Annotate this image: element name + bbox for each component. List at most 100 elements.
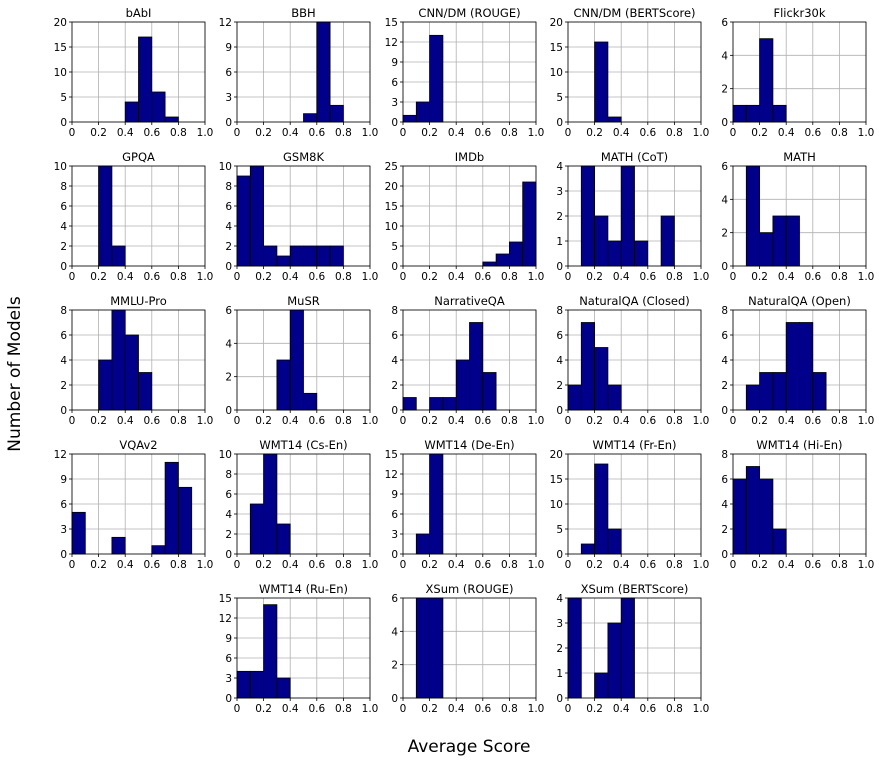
histogram-bar (316, 21, 331, 123)
histogram-bar (429, 597, 444, 699)
y-tick-label: 4 (556, 593, 563, 605)
histogram-bar (772, 104, 787, 123)
x-tick-label: 0.4 (448, 703, 465, 715)
histogram-bar (580, 322, 595, 411)
x-tick-label: 0.8 (501, 271, 518, 283)
histogram-bar (124, 101, 139, 123)
y-tick-label: 3 (225, 673, 232, 685)
x-tick-label: 0.2 (751, 559, 768, 571)
x-tick-label: 0.2 (90, 415, 107, 427)
histogram-bar (634, 240, 649, 267)
y-tick-label: 0 (391, 117, 398, 129)
x-tick-label: 0.4 (117, 415, 134, 427)
x-tick-label: 0.8 (335, 271, 352, 283)
y-tick-label: 3 (391, 529, 398, 541)
y-tick-label: 6 (225, 67, 232, 79)
histogram-bar (745, 165, 760, 267)
y-tick-label: 12 (54, 449, 67, 461)
histogram-bar (580, 165, 595, 267)
x-tick-label: 0.6 (474, 271, 491, 283)
x-tick-label: 0.2 (586, 703, 603, 715)
panel-title: WMT14 (Cs-En) (259, 438, 347, 452)
x-tick-label: 0.2 (751, 127, 768, 139)
histogram-panel: 0 0.2 0.4 0.6 0.8 1.0 0 3 6 9 12 15 WMT14 (De-En) (385, 438, 545, 571)
panel-title: XSum (BERTScore) (581, 582, 689, 596)
x-tick-label: 0.6 (804, 271, 821, 283)
histogram-bar (329, 245, 344, 267)
histogram-bar (151, 91, 166, 123)
y-tick-label: 2 (60, 380, 67, 392)
histogram-bar (812, 372, 827, 411)
x-tick-label: 0.4 (613, 127, 630, 139)
histogram-bar (607, 384, 622, 411)
panel-title: NarrativeQA (434, 294, 505, 308)
x-tick-label: 0.8 (831, 271, 848, 283)
x-tick-label: 0.2 (586, 271, 603, 283)
histogram-bar (580, 543, 595, 555)
histogram-bar (607, 528, 622, 555)
y-tick-label: 8 (391, 305, 398, 317)
y-tick-label: 10 (54, 67, 67, 79)
histogram-panel: 0 0.2 0.4 0.6 0.8 1.0 0 1 2 3 4 MATH (CoT) (556, 150, 709, 283)
x-tick-label: 0.2 (90, 271, 107, 283)
histogram-bar (772, 372, 787, 411)
y-tick-label: 2 (721, 84, 728, 96)
y-tick-label: 6 (60, 499, 67, 511)
plot-frame (402, 453, 537, 555)
x-tick-label: 0.4 (282, 127, 299, 139)
y-tick-label: 12 (219, 613, 232, 625)
histogram-bar (249, 670, 265, 699)
histogram-bar (745, 466, 760, 555)
histogram-bar (594, 672, 609, 699)
histogram-bar (249, 503, 265, 555)
y-tick-label: 15 (385, 201, 398, 213)
panel-title: BBH (291, 6, 315, 20)
y-tick-label: 0 (60, 549, 67, 561)
y-tick-label: 4 (225, 221, 232, 233)
x-tick-label: 0.4 (778, 127, 795, 139)
histogram-bar (138, 36, 153, 123)
y-tick-label: 6 (225, 201, 232, 213)
y-tick-label: 9 (225, 42, 232, 54)
y-tick-label: 6 (225, 653, 232, 665)
y-tick-label: 4 (391, 355, 398, 367)
histogram-panel: 0 0.2 0.4 0.6 0.8 1.0 0 2 4 6 MuSR (225, 294, 378, 427)
x-tick-label: 0.2 (586, 559, 603, 571)
y-tick-label: 6 (721, 161, 728, 173)
x-tick-label: 0.6 (639, 127, 656, 139)
histogram-bar (594, 463, 609, 555)
x-tick-label: 0.8 (170, 559, 187, 571)
x-tick-label: 0.2 (255, 415, 272, 427)
x-tick-label: 1.0 (362, 271, 379, 283)
x-tick-label: 0.6 (143, 271, 160, 283)
y-tick-label: 15 (385, 449, 398, 461)
y-tick-label: 15 (550, 474, 563, 486)
y-tick-label: 3 (60, 524, 67, 536)
y-tick-label: 3 (556, 186, 563, 198)
histogram-panel: 0 0.2 0.4 0.6 0.8 1.0 0 2 4 6 8 10 GSM8K (219, 150, 379, 283)
x-tick-label: 0.4 (282, 559, 299, 571)
x-tick-label: 1.0 (528, 127, 545, 139)
histogram-bar (402, 397, 417, 411)
histogram-bar (303, 392, 318, 411)
x-tick-label: 0.6 (474, 703, 491, 715)
histogram-bar (177, 486, 193, 555)
y-tick-label: 0 (556, 405, 563, 417)
histogram-bar (415, 101, 430, 123)
histogram-bar (482, 372, 497, 411)
y-tick-label: 4 (721, 355, 728, 367)
x-tick-label: 0.4 (282, 703, 299, 715)
y-tick-label: 4 (60, 355, 67, 367)
x-tick-label: 0.4 (117, 127, 134, 139)
y-tick-label: 2 (225, 372, 232, 384)
x-tick-label: 0.4 (282, 271, 299, 283)
x-tick-label: 0.2 (90, 559, 107, 571)
y-tick-label: 25 (385, 161, 398, 173)
x-tick-label: 0.2 (255, 703, 272, 715)
x-tick-label: 0 (730, 559, 737, 571)
x-tick-label: 0.8 (170, 127, 187, 139)
x-tick-label: 0.8 (666, 703, 683, 715)
y-tick-label: 9 (60, 474, 67, 486)
histogram-bar (607, 116, 622, 123)
